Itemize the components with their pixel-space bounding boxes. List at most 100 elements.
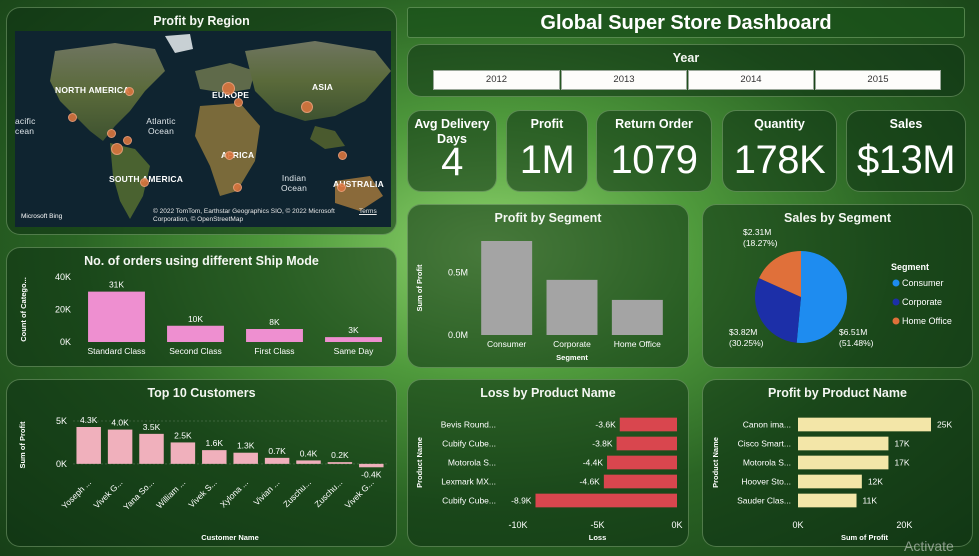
world-map[interactable]: NORTH AMERICA EUROPE ASIA AFRICA SOUTH A… [15,31,391,227]
legend-title: Segment [891,262,929,272]
y-tick-label: 0.5M [448,267,468,277]
map-label-europe: EUROPE [212,90,250,100]
map-bubble[interactable] [338,151,347,160]
map-terms-link[interactable]: Terms [359,208,377,215]
data-label: 31K [109,280,124,290]
bar-0[interactable] [76,427,101,464]
bar-0[interactable] [798,417,931,432]
bar-0[interactable] [88,291,145,342]
x-tick-label: William ... [154,477,187,510]
data-label: -3.6K [595,420,616,430]
map-bubble[interactable] [123,136,132,145]
x-axis-title: Loss [589,533,607,542]
bar-2[interactable] [798,455,889,470]
map-label-atlantic-ocean: Atlantic Ocean [146,116,176,136]
map-label-pacific-ocean: acific cean [15,116,36,136]
bar-3[interactable] [603,474,677,489]
map-bubble[interactable] [225,151,234,160]
bar-2[interactable] [607,455,677,470]
pie-slice-1[interactable] [755,278,801,343]
y-tick-label: Sauder Clas... [737,496,791,506]
bar-2[interactable] [139,433,164,464]
kpi-avg-delivery-days-label: Avg Delivery Days [414,117,490,146]
map-label-australia: AUSTRALIA [333,179,384,189]
year-option-2014[interactable]: 2014 [688,70,814,90]
sales-by-segment-chart: $6.51M(51.48%) $3.82M(30.25%) $2.31M(18.27… [729,227,952,348]
map-bubble[interactable] [111,143,123,155]
x-axis-title: Segment [556,353,588,362]
top-customers-chart: 0K 5K Sum of Profit Customer Name 4.3K Yoseph… [18,415,387,542]
bar-5[interactable] [233,452,258,464]
bar-0[interactable] [619,417,677,432]
legend-item-label: Corporate [902,297,942,307]
slice-value-label: $2.31M [743,227,771,237]
map-bubble[interactable] [140,178,149,187]
bar-2[interactable] [611,299,663,335]
bar-1[interactable] [616,436,677,451]
map-bubble[interactable] [68,113,77,122]
y-tick-label: Motorola S... [743,458,791,468]
pie-slice-0[interactable] [796,251,847,343]
data-label: -4.6K [580,477,601,487]
bar-3[interactable] [325,337,382,342]
bar-0[interactable] [481,241,533,335]
year-option-2012[interactable]: 2012 [433,70,560,90]
y-tick-label: 5K [56,416,67,426]
bar-3[interactable] [170,442,196,464]
pie-slice-2[interactable] [759,251,801,297]
x-tick-label: Second Class [169,346,221,356]
x-tick-label: Zuschu... [313,477,345,509]
y-tick-label: 40K [55,272,71,282]
kpi-return-order-label: Return Order [615,117,693,131]
bar-9[interactable] [359,463,384,468]
x-tick-label: Vivian ... [251,477,281,507]
x-tick-label: Yoseph ... [60,477,94,511]
profit-by-segment-title: Profit by Segment [494,211,602,225]
year-option-2013[interactable]: 2013 [561,70,687,90]
bar-1[interactable] [546,279,598,335]
profit-by-segment-card: Profit by Segment 0.0M 0.5M Sum of Profit S… [407,204,689,368]
x-axis-title: Sum of Profit [841,533,889,542]
map-bubble[interactable] [107,129,116,138]
x-tick-label: 0K [792,520,803,530]
data-label: 1.6K [206,438,224,448]
bar-3[interactable] [798,474,862,489]
profit-by-product-title: Profit by Product Name [768,386,907,400]
data-label: -4.4K [583,458,604,468]
data-label: 8K [269,317,280,327]
bar-6[interactable] [264,457,290,464]
data-label: -0.4K [361,469,382,479]
slice-percent-label: (30.25%) [729,338,764,348]
bar-1[interactable] [167,325,224,342]
y-tick-label: Hoover Sto... [741,477,791,487]
bar-1[interactable] [798,436,889,451]
kpi-sales: Sales $13M [846,110,966,192]
map-bubble[interactable] [222,82,235,95]
year-option-2015[interactable]: 2015 [815,70,941,90]
year-slicer-label: Year [672,51,700,65]
data-label: 3.5K [143,422,161,432]
data-label: 12K [868,477,883,487]
bar-4[interactable] [798,493,857,508]
map-bubble[interactable] [233,183,242,192]
bar-8[interactable] [327,462,353,464]
legend-marker-0 [892,279,900,287]
bar-2[interactable] [246,329,303,342]
y-tick-label: Cubify Cube... [442,439,496,449]
map-bubble[interactable] [125,87,134,96]
data-label: 0.4K [300,448,318,458]
bar-7[interactable] [296,460,321,464]
map-label-asia: ASIA [312,82,334,92]
map-bubble[interactable] [301,101,313,113]
map-bubble[interactable] [337,183,346,192]
kpi-profit-label: Profit [530,117,564,131]
data-label: -3.8K [592,439,613,449]
bar-4[interactable] [535,493,677,508]
bar-1[interactable] [107,429,133,464]
map-bubble[interactable] [234,98,243,107]
x-tick-label: Corporate [553,339,591,349]
x-tick-label: Zuschu... [281,477,313,509]
bar-4[interactable] [202,450,227,464]
data-label: 1.3K [237,441,255,451]
kpi-avg-delivery-days: Avg Delivery Days 4 [407,110,497,192]
